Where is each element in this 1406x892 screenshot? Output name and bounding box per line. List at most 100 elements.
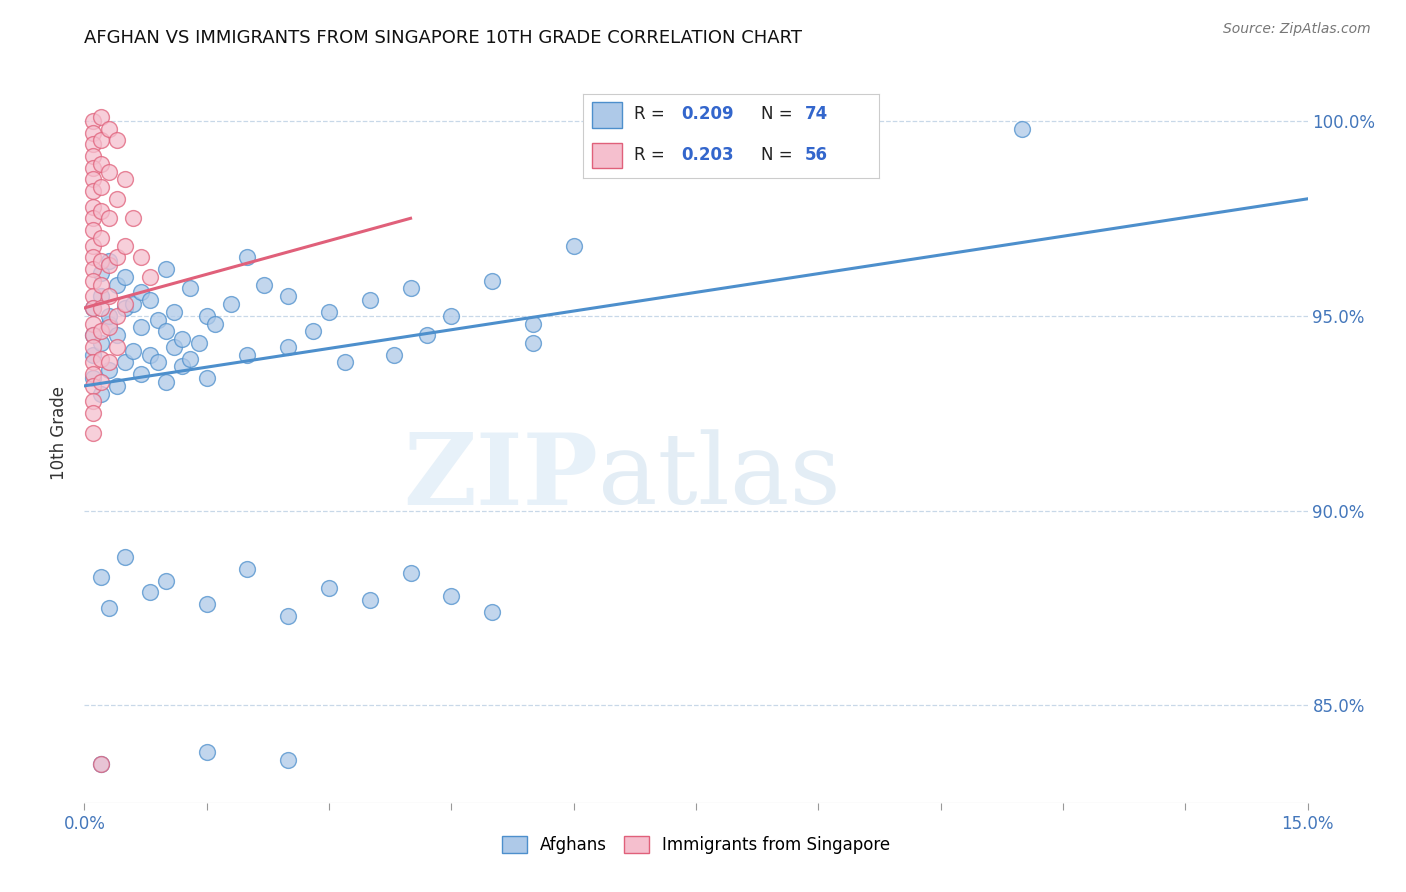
Point — [318, 305, 340, 319]
Text: 0.203: 0.203 — [681, 145, 734, 163]
Point — [359, 293, 381, 307]
Point — [82, 317, 104, 331]
Point — [97, 121, 120, 136]
Point — [90, 254, 112, 268]
Point — [277, 340, 299, 354]
Point — [114, 238, 136, 252]
Point — [172, 332, 194, 346]
Point — [122, 343, 145, 358]
Point — [82, 394, 104, 409]
Point — [236, 562, 259, 576]
Point — [97, 289, 120, 303]
Point — [146, 355, 169, 369]
Point — [82, 126, 104, 140]
Point — [187, 336, 209, 351]
Point — [253, 277, 276, 292]
Point — [90, 110, 112, 124]
Point — [90, 386, 112, 401]
Point — [105, 379, 128, 393]
Point — [382, 348, 405, 362]
Point — [82, 274, 104, 288]
Point — [105, 340, 128, 354]
Point — [114, 301, 136, 315]
Point — [204, 317, 226, 331]
Text: N =: N = — [761, 105, 797, 123]
Point — [90, 157, 112, 171]
Point — [90, 266, 112, 280]
Point — [90, 301, 112, 315]
Point — [335, 355, 357, 369]
Point — [522, 336, 544, 351]
Point — [277, 289, 299, 303]
Point — [105, 309, 128, 323]
Point — [90, 375, 112, 389]
Point — [90, 289, 112, 303]
Point — [277, 608, 299, 623]
Point — [82, 289, 104, 303]
Point — [195, 597, 218, 611]
Text: 56: 56 — [804, 145, 828, 163]
Point — [122, 297, 145, 311]
Point — [155, 262, 177, 277]
Text: 74: 74 — [804, 105, 828, 123]
Point — [82, 149, 104, 163]
Point — [97, 317, 120, 331]
Text: 0.209: 0.209 — [681, 105, 734, 123]
Point — [82, 301, 104, 315]
Point — [82, 262, 104, 277]
Point — [399, 566, 422, 580]
Point — [179, 351, 201, 366]
Point — [1011, 121, 1033, 136]
Point — [105, 250, 128, 264]
Point — [82, 328, 104, 343]
Point — [82, 200, 104, 214]
Point — [236, 250, 259, 264]
Point — [82, 238, 104, 252]
Point — [155, 324, 177, 338]
Point — [481, 605, 503, 619]
Point — [440, 589, 463, 603]
Point — [359, 593, 381, 607]
Point — [82, 172, 104, 186]
Point — [105, 277, 128, 292]
Point — [114, 269, 136, 284]
Point — [90, 203, 112, 218]
Point — [82, 211, 104, 226]
Point — [236, 348, 259, 362]
Point — [90, 351, 112, 366]
Point — [155, 574, 177, 588]
Point — [481, 274, 503, 288]
Point — [131, 250, 153, 264]
Point — [195, 309, 218, 323]
Point — [97, 258, 120, 272]
Point — [122, 211, 145, 226]
Point — [82, 371, 104, 385]
Point — [82, 223, 104, 237]
Point — [90, 324, 112, 338]
Text: N =: N = — [761, 145, 797, 163]
Point — [138, 293, 160, 307]
Point — [90, 756, 112, 771]
Point — [90, 231, 112, 245]
Text: R =: R = — [634, 105, 669, 123]
Point — [105, 192, 128, 206]
Point — [97, 320, 120, 334]
Point — [97, 164, 120, 178]
Y-axis label: 10th Grade: 10th Grade — [51, 385, 69, 480]
Point — [138, 269, 160, 284]
Point — [131, 367, 153, 381]
Point — [277, 753, 299, 767]
Point — [97, 211, 120, 226]
Point — [562, 238, 585, 252]
Point — [138, 585, 160, 599]
Point — [155, 375, 177, 389]
Point — [105, 328, 128, 343]
Point — [440, 309, 463, 323]
Point — [82, 184, 104, 198]
Point — [114, 172, 136, 186]
Point — [82, 348, 104, 362]
Text: atlas: atlas — [598, 429, 841, 524]
Point — [105, 133, 128, 147]
Point — [90, 570, 112, 584]
Point — [195, 745, 218, 759]
